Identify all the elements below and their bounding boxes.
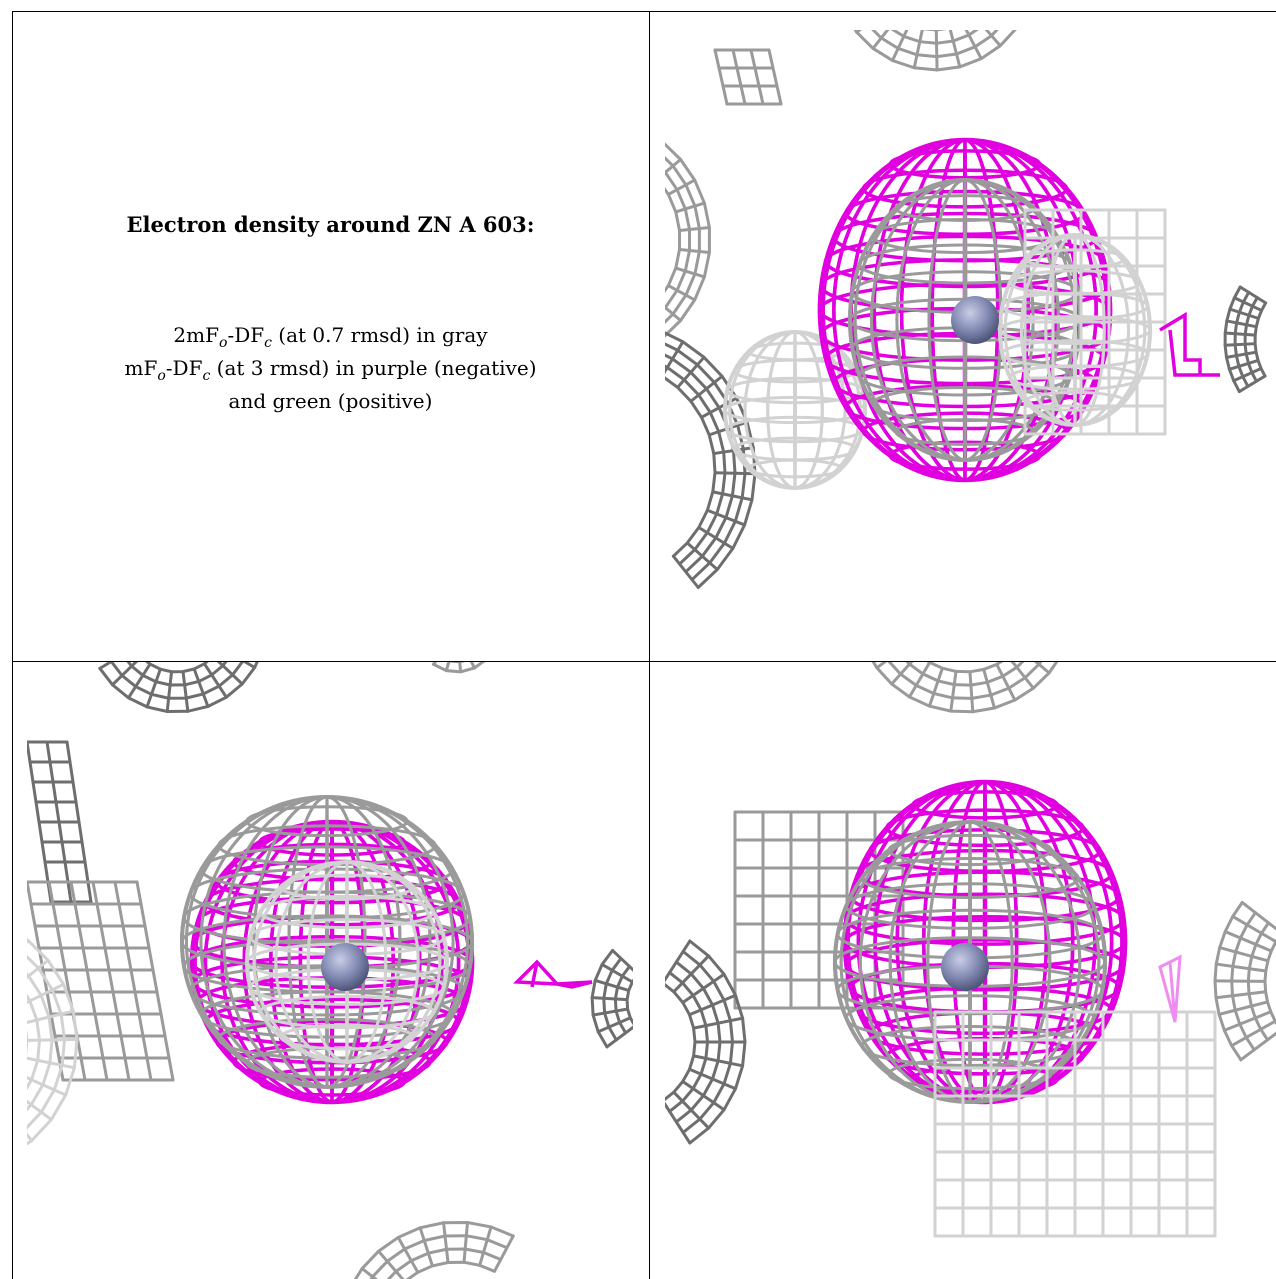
dark-gray-mesh-left-upper [27, 740, 93, 904]
frame-top-border [12, 11, 1276, 12]
gray-density-mesh [833, 820, 1107, 1104]
negative-density-fragment [512, 959, 593, 989]
legend-line-2mfo-dfc: 2mFo-DFc (at 0.7 rmsd) in gray [173, 323, 488, 351]
light-gray-mesh-bottom-right [933, 1010, 1217, 1238]
gray-mesh-top [871, 662, 1059, 714]
gray-mesh-left-upper [665, 142, 711, 338]
legend-title: Electron density around ZN A 603: [126, 212, 535, 237]
view-top-right [665, 30, 1276, 650]
negative-density-fragment [1158, 954, 1182, 1023]
gray-mesh-top [853, 30, 1017, 72]
gray-mesh-left-middle [27, 880, 175, 1082]
gray-mesh-top [98, 662, 259, 714]
view-bottom-right [665, 662, 1276, 1279]
view-bottom-left [27, 662, 633, 1279]
dark-gray-mesh-right [590, 948, 633, 1049]
legend-line-mfo-dfc: mFo-DFc (at 3 rmsd) in purple (negative) [124, 356, 537, 384]
frame-left-border [12, 11, 13, 1279]
gray-mesh-top-right [431, 662, 486, 674]
gray-mesh-right-sphere [998, 233, 1152, 427]
gray-mesh-top-left [713, 48, 783, 106]
legend-description: 2mFo-DFc (at 0.7 rmsd) in gray mFo-DFc (… [12, 320, 649, 416]
frame-middle-divider [12, 661, 1276, 662]
legend-panel: Electron density around ZN A 603: 2mFo-D… [12, 0, 649, 661]
dark-gray-mesh-right-edge [1223, 285, 1268, 394]
gray-density-mesh [180, 795, 474, 1089]
gray-mesh-right-box [1023, 208, 1167, 436]
light-gray-mesh-left [723, 330, 867, 490]
light-gray-density-inner [245, 860, 449, 1064]
zinc-atom [941, 943, 989, 991]
zinc-atom [321, 943, 369, 991]
legend-line-positive: and green (positive) [228, 389, 433, 413]
zinc-atom [951, 296, 999, 344]
dark-gray-mesh-left [665, 939, 747, 1145]
gray-mesh-bottom [353, 1220, 515, 1279]
gray-mesh-right-edge [1213, 900, 1276, 1062]
frame-center-divider [649, 11, 650, 1279]
negative-density-fragment [1159, 311, 1220, 377]
light-gray-mesh-left-lower [27, 938, 79, 1146]
